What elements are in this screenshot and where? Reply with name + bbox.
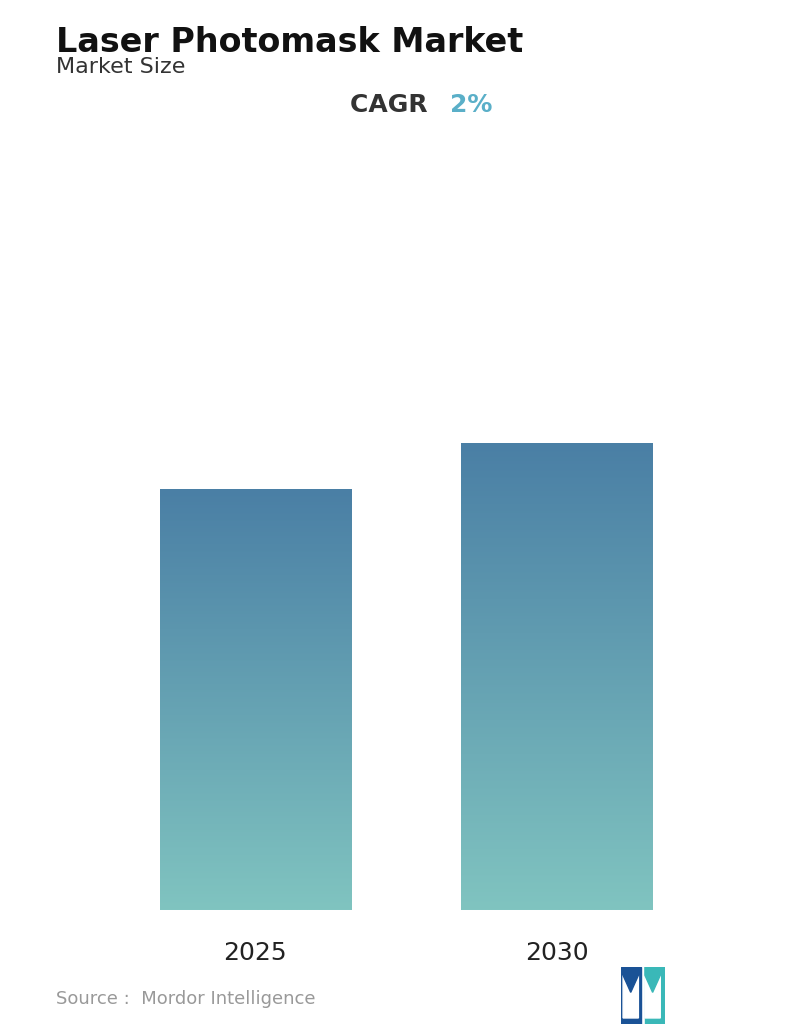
Polygon shape <box>623 967 638 993</box>
Polygon shape <box>645 967 661 993</box>
Polygon shape <box>621 967 641 1024</box>
Text: 2030: 2030 <box>525 941 588 965</box>
Text: Market Size: Market Size <box>56 57 185 77</box>
Text: 2%: 2% <box>450 93 492 117</box>
Polygon shape <box>645 975 661 1017</box>
Polygon shape <box>623 975 638 1017</box>
Polygon shape <box>645 967 665 1024</box>
Text: 2025: 2025 <box>224 941 287 965</box>
Text: Source :  Mordor Intelligence: Source : Mordor Intelligence <box>56 991 315 1008</box>
Text: CAGR: CAGR <box>350 93 437 117</box>
Text: Laser Photomask Market: Laser Photomask Market <box>56 26 523 59</box>
